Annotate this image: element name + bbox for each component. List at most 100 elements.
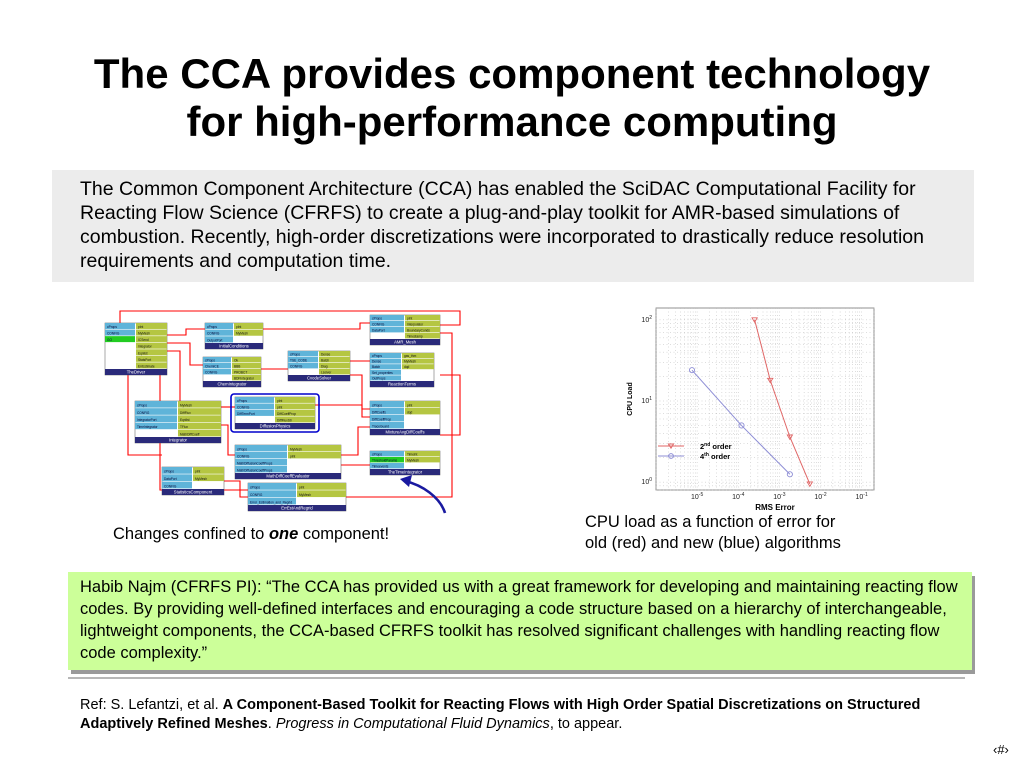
provides-port-label: StatsPort <box>138 358 151 362</box>
connection-wire <box>315 404 370 418</box>
data-point <box>751 317 759 324</box>
data-point <box>738 422 745 429</box>
x-tick-label: 10-1 <box>855 492 867 501</box>
highlight-arrowhead <box>400 475 412 487</box>
provides-port-label: BDFIntegrator <box>234 376 255 380</box>
provides-port-label: BoundaryConds <box>407 328 430 332</box>
provides-port <box>234 329 263 336</box>
title-line-1: The CCA provides component technology <box>93 50 931 97</box>
component-box: cProps pInt CONFIG MyMesh GO ICSend Integrator… <box>104 322 168 376</box>
uses-port-label: DataPort <box>164 477 177 481</box>
series-line <box>691 369 791 475</box>
provides-port-label: MyMesh <box>180 404 192 408</box>
uses-port-label: Error_Estimation_and_Regrid <box>250 500 292 504</box>
uses-port <box>235 445 287 452</box>
provides-port-label: Eqnlist <box>138 351 148 355</box>
provides-port <box>288 452 341 459</box>
provides-port-label: MyMesh <box>404 360 416 364</box>
provides-port-label: pInt <box>299 486 304 490</box>
uses-port <box>235 410 274 416</box>
component-name: TheTimeIntegrator <box>388 470 423 475</box>
component-name: Integrator <box>169 438 188 443</box>
uses-port-label: CONFIG <box>372 322 385 326</box>
chart-caption: CPU load as a function of error for old … <box>585 512 915 554</box>
uses-port <box>370 321 404 327</box>
uses-port-label: OutputPort <box>207 338 223 342</box>
provides-port-label: MathDiffCoeff <box>180 432 199 436</box>
uses-port-label: CONFIG <box>207 332 220 336</box>
component-name: ReactionTerms <box>388 382 416 387</box>
uses-port-label: CONFIG <box>290 364 303 368</box>
provides-port-label: gas_thm <box>404 354 417 358</box>
component-title-bar <box>370 339 440 345</box>
connection-wire <box>440 374 461 436</box>
uses-port <box>162 467 192 474</box>
uses-port <box>370 408 404 415</box>
connection-wire <box>350 374 370 410</box>
uses-port <box>135 415 177 422</box>
x-tick-label: 10-2 <box>814 492 826 501</box>
component-title-bar <box>203 381 261 387</box>
connection-wire <box>167 328 205 336</box>
reference-title: A Component-Based Toolkit for Reacting F… <box>80 697 921 732</box>
uses-port <box>370 422 404 429</box>
provides-port <box>275 397 315 403</box>
uses-port <box>235 466 287 473</box>
component-title-bar <box>370 429 440 435</box>
uses-port <box>370 401 404 408</box>
cpu-load-chart: 10-5 10-4 10-3 10-2 10-1 100 101 102 RMS Error CP… <box>627 307 875 512</box>
data-point <box>786 434 794 441</box>
uses-port <box>235 459 287 466</box>
uses-port <box>370 315 404 321</box>
uses-port-label: cProps <box>107 325 117 329</box>
component-title-bar <box>235 423 315 429</box>
series-second-order <box>751 317 814 488</box>
provides-port <box>405 401 440 408</box>
uses-port <box>288 357 318 363</box>
provides-port-label: pInt <box>138 325 143 329</box>
provides-port <box>402 358 434 364</box>
provides-port-label: Batch <box>321 358 329 362</box>
provides-port <box>275 410 315 416</box>
provides-port-label: Dense <box>321 352 330 356</box>
uses-port-label: cProps <box>372 316 382 320</box>
provides-port <box>297 490 346 498</box>
provides-port <box>136 329 167 336</box>
provides-port-label: DiffCoeffProp <box>277 412 296 416</box>
component-box: cProps pInt CONFIG MyMesh Error_Estimation_a… <box>247 482 347 512</box>
reference-journal: Progress in Computational Fluid Dynamics <box>275 716 550 732</box>
uses-port <box>370 415 404 422</box>
component-name: InitialConditions <box>219 344 249 349</box>
uses-port-label: TimeIntegrator <box>137 425 159 429</box>
legend-label: 4th order <box>700 452 730 461</box>
provides-port <box>288 445 341 452</box>
provides-port <box>178 415 221 422</box>
component-box: cProps MyMesh CONFIG pInt MathDiffusionCoeff… <box>234 444 342 480</box>
provides-port <box>178 422 221 430</box>
uses-port <box>370 375 401 381</box>
uses-port <box>105 329 135 336</box>
uses-port <box>135 422 177 430</box>
plot-frame <box>655 307 875 491</box>
component-box: cProps pInt DiffCoeffs dqd DiffCoeffProp Trac… <box>369 400 441 436</box>
uses-port-label: CONFIG <box>205 370 218 374</box>
connection-wire <box>167 342 203 366</box>
component-title-bar <box>370 381 434 387</box>
uses-port <box>205 329 233 336</box>
uses-port-label: MathDiffusionCoeffProps <box>237 461 273 465</box>
uses-port <box>162 481 192 489</box>
provides-port <box>193 474 224 482</box>
provides-port-label: TFlux <box>180 425 188 429</box>
uses-port-label: CONFIG <box>237 454 250 458</box>
uses-port-label: Timeevents <box>372 464 389 468</box>
uses-port <box>205 336 233 343</box>
component-box: cProps pInt CONFIG pInt DiffTermPort DiffCoef… <box>234 396 316 430</box>
uses-port <box>370 463 404 469</box>
component-name: TheDriver <box>127 370 146 375</box>
provides-port <box>405 315 440 321</box>
uses-port <box>248 497 296 505</box>
component-title-bar <box>105 369 167 375</box>
provides-port-label: pInt <box>236 325 241 329</box>
provides-port <box>136 323 167 329</box>
